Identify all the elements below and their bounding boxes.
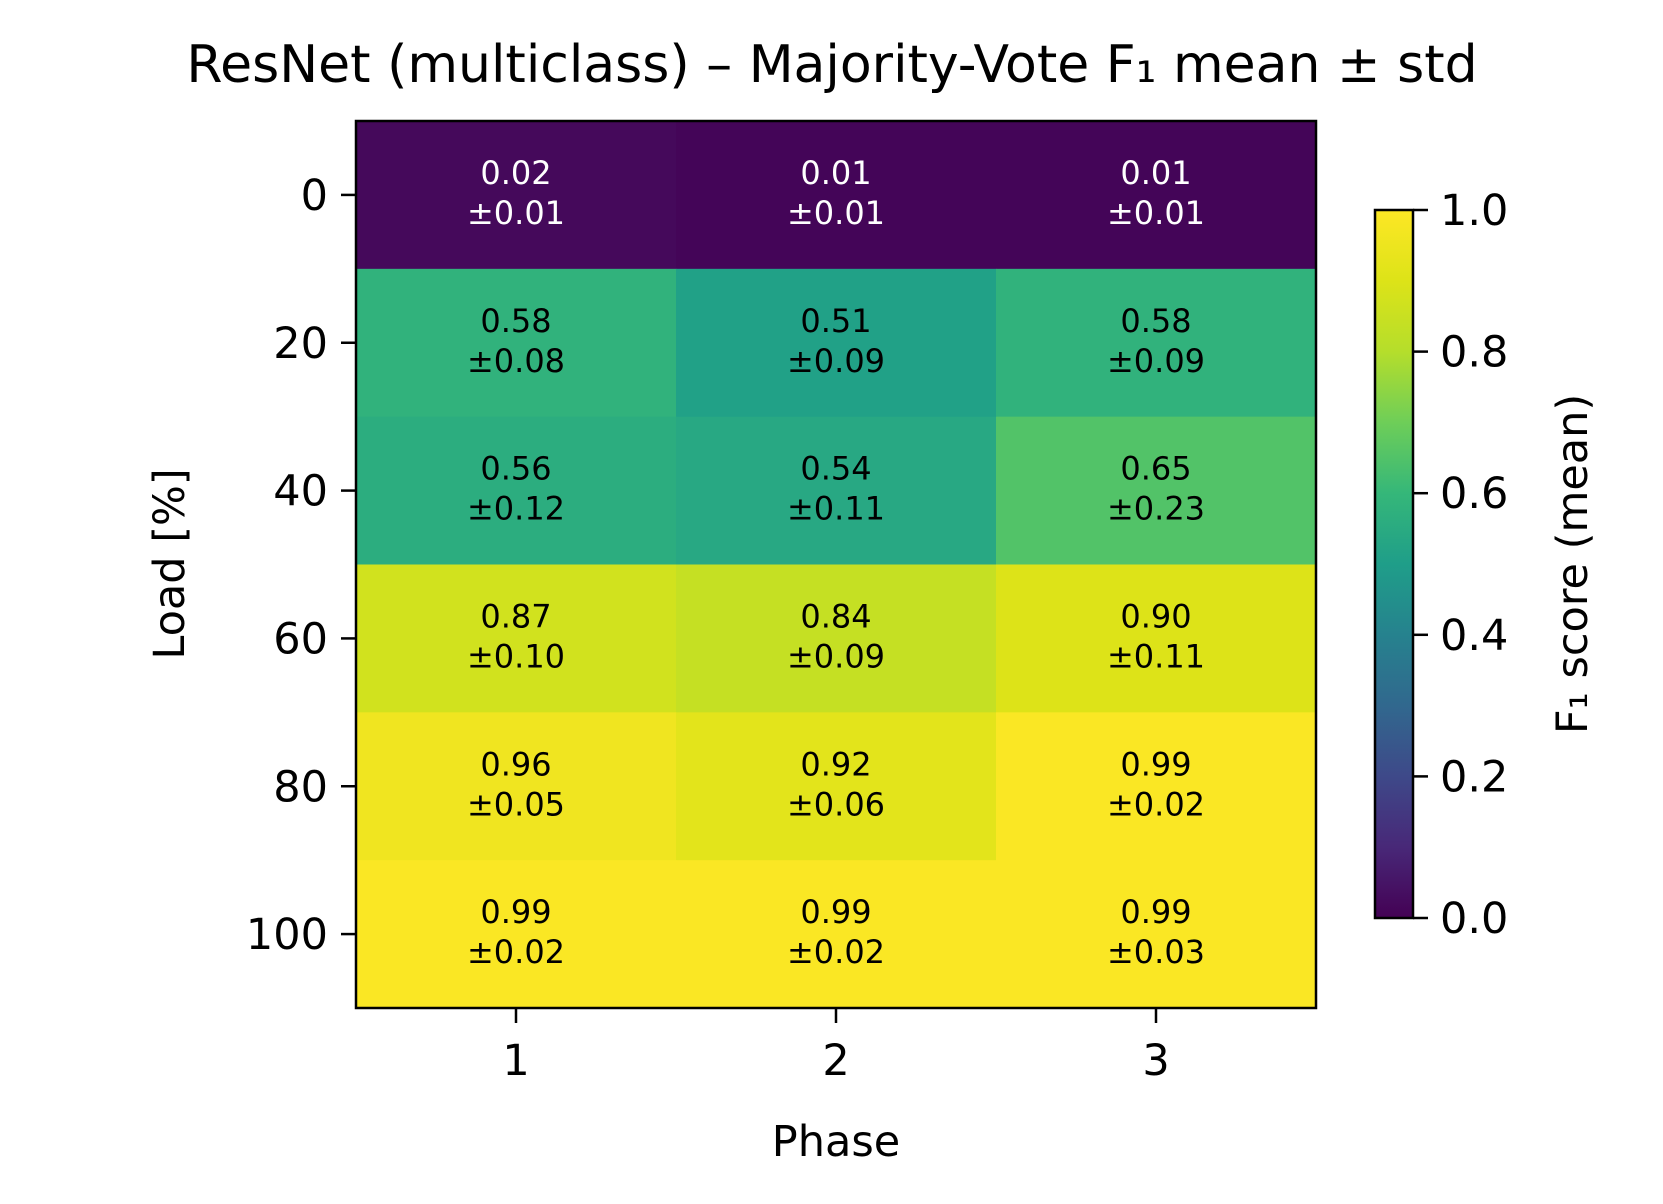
y-axis-ticks: 0 20 40 60 80 100 — [246, 171, 356, 960]
y-axis-label: Load [%] — [145, 468, 195, 659]
heatmap-cell — [676, 121, 997, 270]
cell-mean-label: 0.51 — [800, 302, 871, 340]
heatmap-cell — [996, 121, 1317, 270]
colorbar-tick-label: 0.8 — [1440, 328, 1508, 378]
cell-mean-label: 0.58 — [480, 302, 551, 340]
heatmap-cell — [356, 564, 677, 713]
heatmap-cells — [356, 121, 1317, 1009]
colorbar-tick-label: 0.6 — [1440, 469, 1508, 519]
cell-std-label: ±0.10 — [467, 637, 565, 675]
heatmap-cell — [996, 268, 1317, 418]
colorbar-tick-label: 0.0 — [1440, 894, 1508, 944]
heatmap-cell — [996, 860, 1317, 1009]
cell-mean-label: 0.01 — [800, 154, 871, 192]
x-axis-ticks: 1 2 3 — [502, 1008, 1170, 1086]
cell-mean-label: 0.02 — [480, 154, 551, 192]
cell-std-label: ±0.11 — [1107, 637, 1205, 675]
colorbar-tick-label: 1.0 — [1440, 186, 1508, 236]
cell-mean-label: 0.99 — [800, 893, 871, 931]
y-tick-label: 40 — [273, 467, 328, 517]
heatmap-cell — [996, 712, 1317, 861]
cell-std-label: ±0.02 — [1107, 785, 1205, 823]
cell-std-label: ±0.09 — [1107, 342, 1205, 380]
colorbar-tick-label: 0.2 — [1440, 752, 1508, 802]
cell-std-label: ±0.06 — [787, 785, 885, 823]
colorbar-label: F₁ score (mean) — [1548, 394, 1598, 734]
y-tick-label: 0 — [301, 171, 328, 221]
heatmap-cell — [676, 712, 997, 861]
y-tick-label: 20 — [273, 319, 328, 369]
heatmap-cell — [356, 860, 677, 1009]
cell-mean-label: 0.99 — [1120, 745, 1191, 783]
x-tick-label: 3 — [1142, 1036, 1169, 1086]
cell-std-label: ±0.03 — [1107, 933, 1205, 971]
cell-mean-label: 0.01 — [1120, 154, 1191, 192]
cell-std-label: ±0.01 — [787, 194, 885, 232]
cell-mean-label: 0.87 — [480, 597, 551, 635]
x-axis-label: Phase — [772, 1117, 900, 1167]
cell-mean-label: 0.99 — [1120, 893, 1191, 931]
cell-mean-label: 0.99 — [480, 893, 551, 931]
y-tick-label: 80 — [273, 762, 328, 812]
heatmap-cell — [996, 416, 1317, 565]
colorbar — [1373, 208, 1415, 920]
heatmap-cell — [356, 268, 677, 418]
x-tick-label: 1 — [502, 1036, 529, 1086]
chart-title: ResNet (multiclass) – Majority-Vote F₁ m… — [186, 35, 1477, 95]
heatmap-cell — [676, 416, 997, 565]
cell-mean-label: 0.84 — [800, 597, 871, 635]
cell-std-label: ±0.02 — [467, 933, 565, 971]
heatmap-cell — [356, 712, 677, 861]
colorbar-tick-label: 0.4 — [1440, 611, 1508, 661]
heatmap-cell — [676, 860, 997, 1009]
x-tick-label: 2 — [822, 1036, 849, 1086]
cell-mean-label: 0.58 — [1120, 302, 1191, 340]
cell-std-label: ±0.05 — [467, 785, 565, 823]
cell-std-label: ±0.23 — [1107, 490, 1205, 528]
cell-std-label: ±0.09 — [787, 637, 885, 675]
heatmap-cell — [356, 121, 677, 270]
cell-mean-label: 0.56 — [480, 450, 551, 488]
cell-labels: 0.02±0.010.01±0.010.01±0.010.58±0.080.51… — [467, 154, 1205, 971]
cell-mean-label: 0.92 — [800, 745, 871, 783]
cell-std-label: ±0.01 — [467, 194, 565, 232]
cell-std-label: ±0.08 — [467, 342, 565, 380]
cell-std-label: ±0.09 — [787, 342, 885, 380]
colorbar-ticks: 0.0 0.2 0.4 0.6 0.8 1.0 — [1413, 186, 1508, 944]
cell-mean-label: 0.90 — [1120, 597, 1191, 635]
cell-std-label: ±0.02 — [787, 933, 885, 971]
cell-mean-label: 0.96 — [480, 745, 551, 783]
cell-std-label: ±0.12 — [467, 490, 565, 528]
cell-mean-label: 0.54 — [800, 450, 871, 488]
cell-std-label: ±0.11 — [787, 490, 885, 528]
heatmap-cell — [356, 416, 677, 565]
cell-mean-label: 0.65 — [1120, 450, 1191, 488]
y-tick-label: 60 — [273, 614, 328, 664]
cell-std-label: ±0.01 — [1107, 194, 1205, 232]
y-tick-label: 100 — [246, 910, 328, 960]
heatmap-cell — [996, 564, 1317, 713]
heatmap-cell — [676, 268, 997, 418]
heatmap-cell — [676, 564, 997, 713]
